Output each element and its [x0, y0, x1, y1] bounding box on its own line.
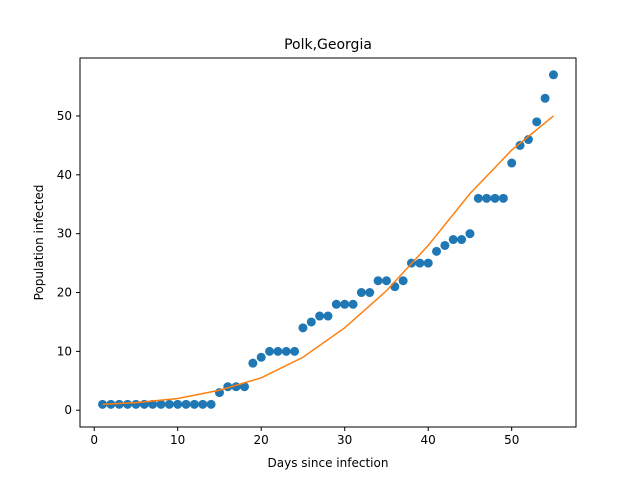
data-point — [498, 193, 508, 203]
data-point — [448, 235, 458, 245]
data-point — [265, 346, 275, 356]
data-point — [306, 317, 316, 327]
data-point — [331, 299, 341, 309]
y-tick-label: 10 — [57, 344, 72, 358]
data-point — [548, 70, 558, 80]
x-tick-label: 30 — [337, 433, 352, 447]
data-point — [432, 246, 442, 256]
data-point — [423, 258, 433, 268]
chart-title: Polk,Georgia — [284, 37, 372, 53]
data-point — [173, 399, 183, 409]
data-point — [373, 276, 383, 286]
data-point — [515, 140, 525, 150]
y-axis-label: Population infected — [32, 185, 46, 301]
data-point — [298, 323, 308, 333]
data-point — [356, 288, 366, 298]
data-point — [315, 311, 325, 321]
data-point — [164, 399, 174, 409]
y-tick-label: 40 — [57, 168, 72, 182]
y-tick-label: 0 — [64, 403, 72, 417]
data-point — [390, 282, 400, 292]
data-point — [490, 193, 500, 203]
plot-area — [79, 57, 577, 428]
data-point — [365, 288, 375, 298]
data-point — [507, 158, 517, 168]
x-tick-label: 0 — [90, 433, 98, 447]
data-point — [114, 399, 124, 409]
x-axis-label: Days since infection — [268, 456, 389, 470]
data-point — [281, 346, 291, 356]
data-point — [148, 399, 158, 409]
data-point — [273, 346, 283, 356]
x-tick-label: 40 — [421, 433, 436, 447]
data-point — [523, 135, 533, 145]
data-point — [398, 276, 408, 286]
data-point — [381, 276, 391, 286]
data-point — [198, 399, 208, 409]
data-point — [290, 346, 300, 356]
data-point — [206, 399, 216, 409]
data-point — [415, 258, 425, 268]
data-point — [131, 399, 141, 409]
data-point — [340, 299, 350, 309]
x-tick-label: 10 — [170, 433, 185, 447]
data-point — [323, 311, 333, 321]
data-point — [473, 193, 483, 203]
y-tick-label: 50 — [57, 109, 72, 123]
data-point — [123, 399, 133, 409]
y-tick-label: 20 — [57, 286, 72, 300]
x-tick-label: 20 — [254, 433, 269, 447]
x-tick-label: 50 — [504, 433, 519, 447]
data-point — [240, 382, 249, 392]
data-point — [248, 358, 258, 368]
data-point — [532, 117, 542, 127]
data-point — [440, 240, 450, 250]
data-point — [348, 299, 358, 309]
data-point — [189, 399, 199, 409]
data-point — [465, 229, 475, 239]
y-tick-label: 30 — [57, 227, 72, 241]
data-point — [256, 352, 266, 362]
fit-line — [102, 115, 554, 406]
data-point — [482, 193, 492, 203]
data-point — [181, 399, 191, 409]
ticks-layer: 0 10 20 30 40 50 0 10 20 30 40 50 — [57, 109, 520, 447]
data-point — [540, 93, 550, 103]
data-point — [457, 235, 467, 245]
data-point — [156, 399, 166, 409]
axes-frame — [79, 57, 577, 428]
series-layer — [98, 70, 558, 409]
